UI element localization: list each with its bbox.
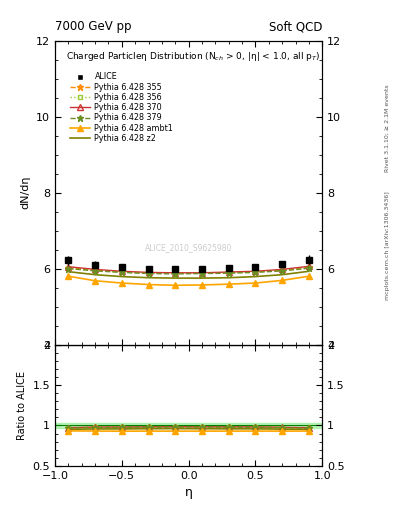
Legend: ALICE, Pythia 6.428 355, Pythia 6.428 356, Pythia 6.428 370, Pythia 6.428 379, P: ALICE, Pythia 6.428 355, Pythia 6.428 35… bbox=[67, 69, 176, 146]
Text: ALICE_2010_S9625980: ALICE_2010_S9625980 bbox=[145, 243, 232, 252]
Text: Charged Particleη Distribution (N$_{ch}$ > 0, |η| < 1.0, all p$_T$): Charged Particleη Distribution (N$_{ch}$… bbox=[66, 50, 320, 63]
Y-axis label: dN/dη: dN/dη bbox=[20, 176, 31, 209]
X-axis label: η: η bbox=[185, 486, 193, 499]
Bar bbox=[55, 423, 322, 428]
Y-axis label: Ratio to ALICE: Ratio to ALICE bbox=[17, 371, 27, 440]
Text: 7000 GeV pp: 7000 GeV pp bbox=[55, 20, 132, 33]
Text: Rivet 3.1.10; ≥ 2.1M events: Rivet 3.1.10; ≥ 2.1M events bbox=[385, 84, 389, 172]
Text: mcplots.cern.ch [arXiv:1306.3436]: mcplots.cern.ch [arXiv:1306.3436] bbox=[385, 191, 389, 300]
Text: Soft QCD: Soft QCD bbox=[269, 20, 322, 33]
